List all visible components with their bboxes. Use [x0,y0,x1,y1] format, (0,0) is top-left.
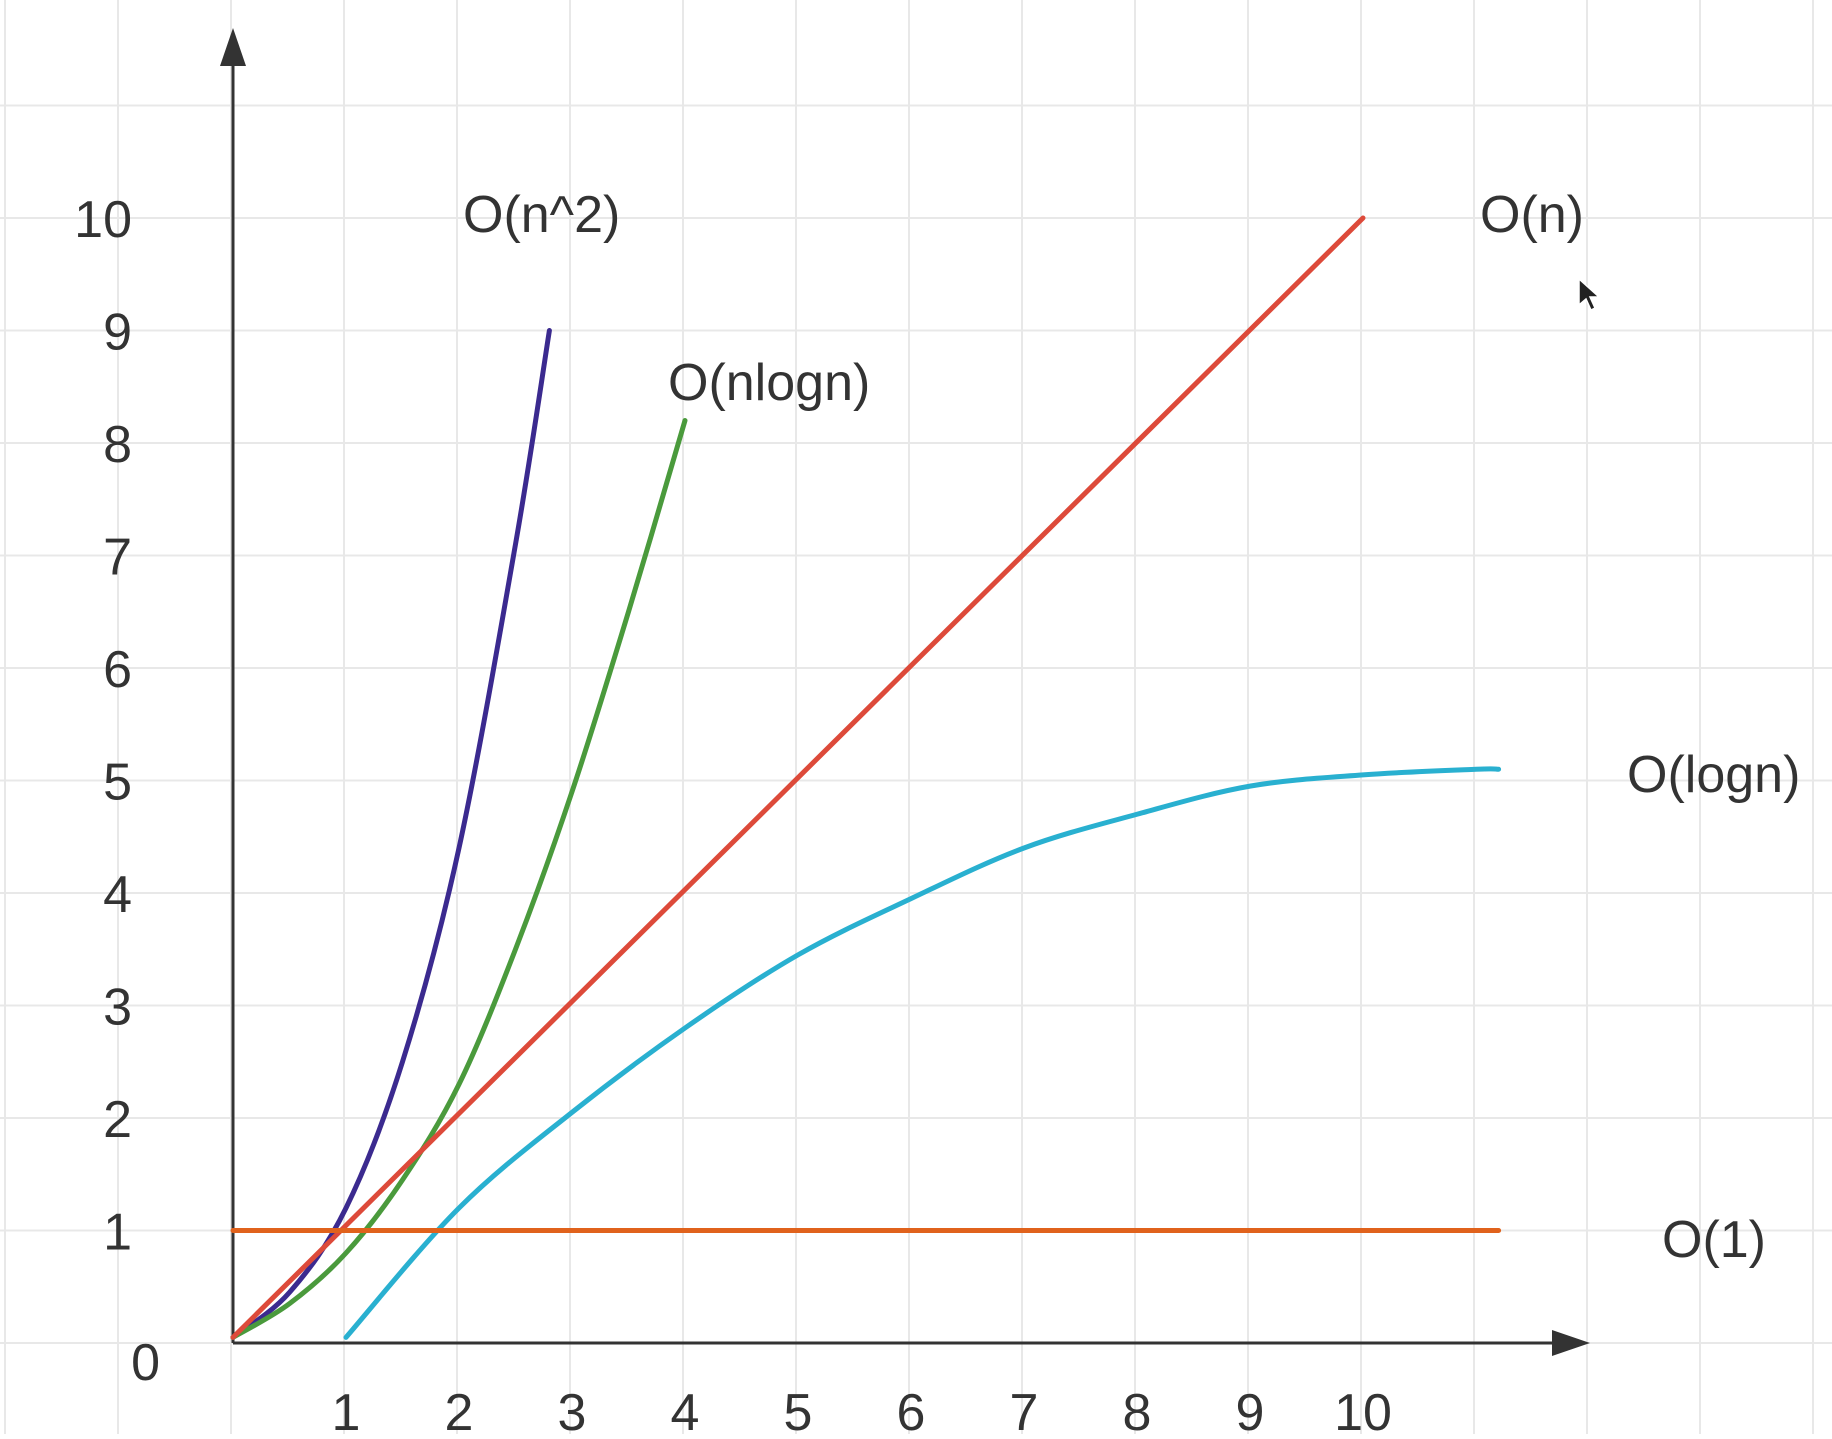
y-tick-label: 0 [131,1334,160,1392]
y-tick-label: 3 [103,979,132,1037]
x-axis-arrow [1552,1330,1590,1356]
y-tick-label: 9 [103,304,132,362]
y-tick-label: 8 [103,416,132,474]
y-tick-label: 1 [103,1204,132,1262]
x-tick-label: 6 [897,1384,926,1434]
y-tick-label: 6 [103,641,132,699]
y-tick-label: 4 [103,866,132,924]
y-tick-label: 2 [103,1091,132,1149]
series-line-o-n-2 [230,328,552,1340]
x-tick-label: 10 [1334,1384,1392,1434]
series-label-o-n: O(n) [1480,186,1584,244]
x-tick-label: 8 [1123,1384,1152,1434]
x-tick-label: 9 [1236,1384,1265,1434]
x-tick-label: 2 [445,1384,474,1434]
series-label-o-n-2: O(n^2) [463,186,620,244]
series-label-o-1: O(1) [1662,1211,1766,1269]
y-axis-arrow [220,28,246,66]
series-line-o-n [230,215,1366,1340]
series-label-o-nlogn: O(nlogn) [668,354,870,412]
series-label-o-logn: O(logn) [1627,746,1800,804]
y-tick-label: 10 [74,191,132,249]
x-tick-label: 1 [332,1384,361,1434]
x-tick-label: 3 [558,1384,587,1434]
series-line-o-logn [343,766,1502,1340]
mouse-cursor-icon [1578,277,1601,312]
series-line-o-nlogn [230,418,688,1340]
x-tick-label: 4 [671,1384,700,1434]
y-tick-label: 5 [103,754,132,812]
y-tick-label: 7 [103,529,132,587]
x-tick-label: 7 [1010,1384,1039,1434]
x-tick-label: 5 [784,1384,813,1434]
